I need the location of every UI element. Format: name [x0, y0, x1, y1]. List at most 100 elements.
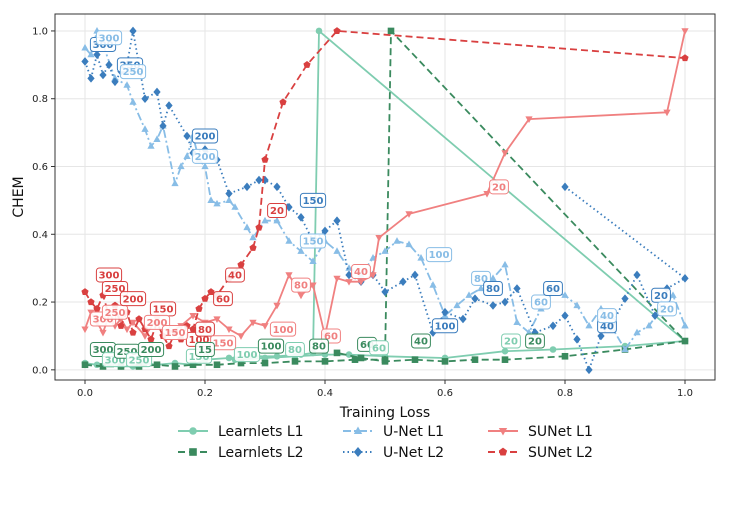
- data-point: [225, 196, 233, 204]
- data-label: 60: [369, 340, 389, 356]
- data-point: [483, 190, 491, 198]
- data-label-text: 60: [534, 298, 548, 309]
- data-point: [345, 270, 353, 280]
- data-point: [261, 323, 269, 330]
- data-label-box: [309, 338, 329, 354]
- data-point: [273, 182, 281, 192]
- data-label-box: [225, 267, 245, 283]
- data-point: [513, 318, 521, 326]
- data-label: 80: [195, 321, 215, 337]
- legend-entry-sunet-l2: SUNet L2: [488, 445, 593, 461]
- data-label-text: 150: [303, 237, 324, 248]
- data-label-text: 60: [372, 343, 386, 354]
- data-point: [441, 358, 449, 365]
- data-point: [453, 301, 461, 309]
- data-point: [459, 314, 467, 324]
- data-point: [117, 321, 125, 329]
- data-point: [303, 61, 311, 68]
- data-point: [129, 319, 137, 327]
- data-point: [237, 260, 245, 268]
- data-point: [417, 254, 425, 261]
- data-label-text: 300: [99, 33, 120, 44]
- data-label-box: [119, 64, 147, 80]
- data-label: 20: [651, 287, 671, 303]
- data-label: 20: [489, 179, 509, 195]
- data-label-box: [267, 203, 287, 219]
- data-point: [429, 281, 437, 288]
- data-point: [255, 175, 263, 185]
- data-label: 60: [213, 291, 233, 307]
- data-point: [261, 359, 269, 367]
- data-label-box: [191, 128, 219, 144]
- data-label: 250: [101, 304, 129, 320]
- data-label: 200: [137, 342, 165, 357]
- data-label: 40: [225, 267, 245, 283]
- data-label: 100: [257, 338, 285, 354]
- series-learnlets-l2: [81, 27, 689, 370]
- legend-entry-sunet-l1: SUNet L1: [488, 424, 593, 440]
- data-label-box: [299, 233, 327, 249]
- data-label: 40: [597, 308, 617, 324]
- data-point: [261, 155, 269, 163]
- data-point: [411, 270, 419, 280]
- data-label-text: 20: [528, 337, 542, 348]
- data-label-box: [483, 281, 503, 296]
- axis-ticks: 0.0 0.2 0.4 0.6 0.8 1.0 0.0 0.2 0.4 0.6 0.8 1.0: [32, 26, 693, 399]
- legend-entry-learnlets-l1: Learnlets L1: [178, 424, 304, 440]
- data-label-box: [233, 347, 261, 363]
- legend-entry-u-net-l1: U-Net L1: [343, 424, 444, 440]
- data-point: [237, 359, 245, 367]
- data-point: [561, 352, 569, 360]
- data-label-box: [425, 247, 453, 263]
- y-tick-label: 0.2: [32, 298, 48, 309]
- y-tick-label: 1.0: [32, 26, 48, 37]
- data-point: [669, 291, 677, 298]
- data-label: 100: [233, 347, 261, 363]
- data-point: [441, 307, 449, 317]
- data-label-text: 300: [93, 315, 114, 326]
- data-label-text: 100: [435, 321, 456, 332]
- data-label-text: 20: [654, 291, 668, 302]
- data-label: 100: [431, 318, 459, 334]
- x-tick-label: 0.4: [317, 388, 333, 399]
- data-point: [411, 356, 419, 363]
- data-point: [201, 294, 209, 302]
- data-point: [501, 150, 509, 157]
- data-label: 80: [483, 281, 503, 296]
- data-point: [513, 284, 521, 293]
- legend-label: U-Net L1: [383, 424, 444, 440]
- data-point: [225, 354, 233, 362]
- data-point: [213, 316, 221, 323]
- data-point: [81, 43, 89, 51]
- data-label-text: 200: [141, 345, 162, 356]
- data-point: [213, 199, 221, 207]
- data-point: [129, 26, 137, 36]
- legend-marker: [353, 426, 363, 435]
- data-label-text: 20: [504, 337, 518, 348]
- data-label-box: [431, 318, 459, 334]
- data-point: [189, 325, 197, 333]
- data-point: [309, 257, 317, 265]
- data-label-text: 100: [429, 250, 450, 261]
- data-point: [111, 77, 119, 87]
- x-tick-label: 0.2: [197, 388, 213, 399]
- annotation-layer: 3003002502502002001501501001008080606040…: [89, 30, 677, 368]
- legend-marker: [189, 448, 197, 456]
- data-label: 20: [657, 301, 677, 317]
- data-point: [525, 116, 533, 124]
- data-point: [405, 211, 413, 218]
- x-tick-label: 1.0: [677, 388, 693, 399]
- data-label: 80: [285, 342, 305, 357]
- data-label-box: [257, 338, 285, 354]
- data-label-box: [543, 281, 563, 296]
- data-point: [681, 274, 689, 283]
- plot-frame: [54, 13, 716, 381]
- data-point: [651, 311, 659, 320]
- data-point: [249, 319, 257, 327]
- data-point: [129, 98, 137, 105]
- data-point: [153, 135, 161, 143]
- data-point: [183, 152, 191, 159]
- legend-label: SUNet L1: [528, 424, 593, 440]
- y-axis-label: CHEM: [11, 176, 27, 217]
